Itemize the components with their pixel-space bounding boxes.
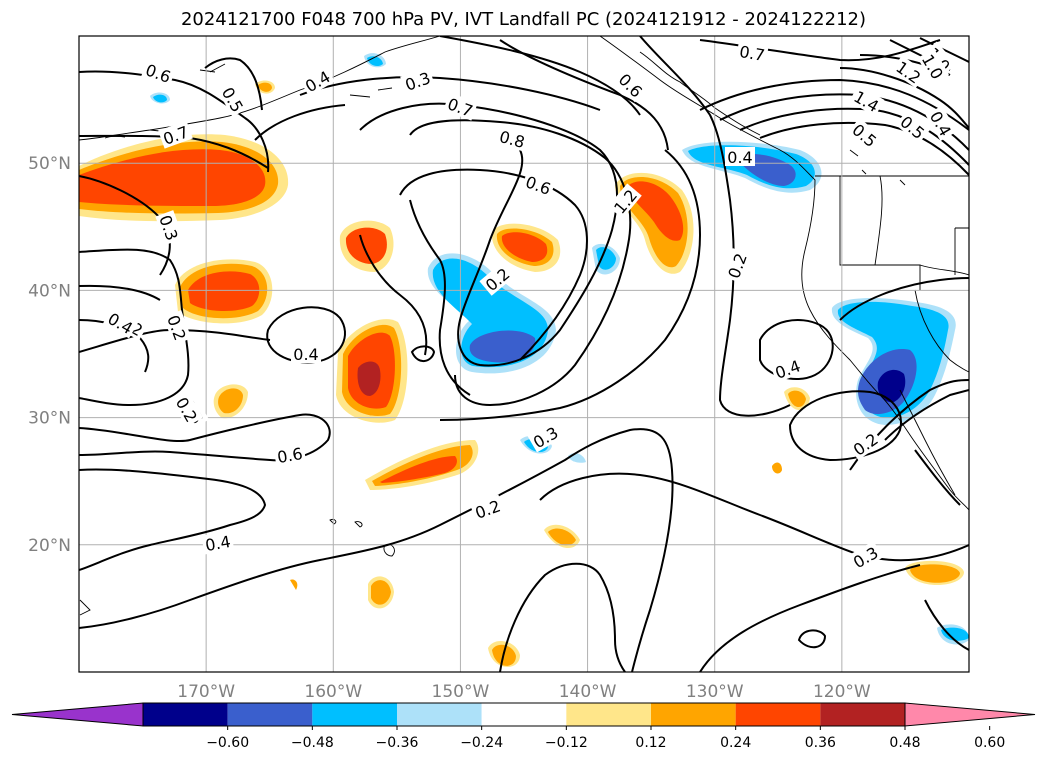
contour-label: 0.2	[850, 430, 882, 460]
colorbar-segment	[820, 703, 905, 726]
colorbar-segment	[651, 703, 736, 726]
colorbar-tick-label: 0.60	[974, 735, 1005, 751]
contour-label-bg	[847, 427, 883, 461]
lon-label: 150°W	[432, 682, 490, 702]
colorbar-tick-label: −0.12	[545, 735, 588, 751]
lon-label: 130°W	[686, 682, 744, 702]
colorbar-segment	[481, 703, 567, 726]
colorbar-frame	[142, 702, 906, 727]
colorbar-segment	[312, 703, 397, 726]
lon-label: 140°W	[559, 682, 617, 702]
contour-label-bg	[103, 306, 139, 339]
colorbar-tick-label: −0.24	[460, 735, 503, 751]
colorbar-tick-label: 0.24	[720, 735, 751, 751]
contour-label-bg	[479, 261, 515, 296]
contour-label-bg	[155, 210, 184, 245]
lon-label: 170°W	[177, 682, 235, 702]
colorbar-segment	[735, 703, 821, 726]
contour-label-bg	[470, 494, 505, 523]
contour-label-bg	[171, 391, 204, 427]
contour-label-bg	[607, 183, 642, 219]
contour-label-bg	[849, 84, 885, 117]
contour-label-bg	[917, 48, 950, 84]
colorbar-tick-label: 0.36	[805, 735, 836, 751]
contour-label-bg	[735, 40, 769, 65]
contour-label-bg	[613, 67, 649, 103]
contour-label: 0.6	[276, 444, 304, 467]
contour-label: 0.4	[204, 532, 232, 555]
contour-label-bg	[521, 170, 556, 199]
pv-contours	[79, 36, 969, 672]
contour-label: 0.6	[615, 70, 646, 101]
contour-label-bg	[847, 117, 883, 152]
contour-label: 0.8	[497, 127, 527, 152]
colorbar-tick-label: 0.48	[889, 735, 920, 751]
contour-label-bg	[163, 310, 192, 345]
contour-label: 0.7	[738, 42, 766, 65]
lat-label: 20°N	[28, 536, 71, 556]
colorbar-segment	[227, 703, 313, 726]
colorbar-tick-label: 0.12	[635, 735, 666, 751]
lat-label: 50°N	[28, 154, 71, 174]
contour-label: 0.4	[293, 345, 318, 364]
lat-label: 40°N	[28, 281, 71, 301]
lon-label: 120°W	[813, 682, 871, 702]
colorbar-tick-label: −0.48	[291, 735, 334, 751]
contour-label-bg	[722, 248, 751, 283]
contour-label-bg	[495, 125, 530, 152]
contour-label-bg	[770, 354, 805, 383]
contour-label-bg	[847, 540, 883, 573]
contour-label-bg	[291, 344, 321, 363]
map-title: 2024121700 F048 700 hPa PV, IVT Landfall…	[180, 9, 867, 30]
contour-label-bg	[299, 64, 335, 97]
contour-label-bg	[725, 147, 755, 166]
colorbar-segment	[143, 703, 228, 726]
colorbar: −0.60 −0.48 −0.36 −0.24 −0.12 0.12 0.24 0.36 0.4…	[11, 702, 1036, 751]
contour-label-bg	[895, 109, 931, 144]
colorbar-extend-high	[904, 702, 1036, 727]
contour-label-bg	[527, 420, 563, 453]
contour-label-bg	[217, 81, 250, 117]
contour-label: 0.4	[727, 148, 752, 167]
contour-label-bg	[400, 66, 435, 95]
contour-label-bg	[141, 58, 176, 87]
colorbar-segment	[397, 703, 482, 726]
lon-label: 160°W	[304, 682, 362, 702]
contour-label-bg	[158, 120, 193, 149]
contour-label-bg	[925, 105, 958, 141]
contour-label-bg	[443, 92, 478, 121]
longitude-labels: 170°W 160°W 150°W 140°W 130°W 120°W	[177, 682, 871, 702]
colorbar-extend-low	[11, 702, 144, 727]
colorbar-tick-label: −0.36	[376, 735, 419, 751]
contour-label-bg	[201, 530, 235, 555]
lat-label: 30°N	[28, 409, 71, 429]
contour-label-bg	[891, 55, 927, 89]
map-frame	[78, 35, 970, 673]
latitude-labels: 20°N 30°N 40°N 50°N	[28, 154, 71, 556]
colorbar-tick-label: −0.60	[206, 735, 249, 751]
contour-label-bg	[273, 442, 307, 467]
colorbar-segment	[566, 703, 651, 726]
